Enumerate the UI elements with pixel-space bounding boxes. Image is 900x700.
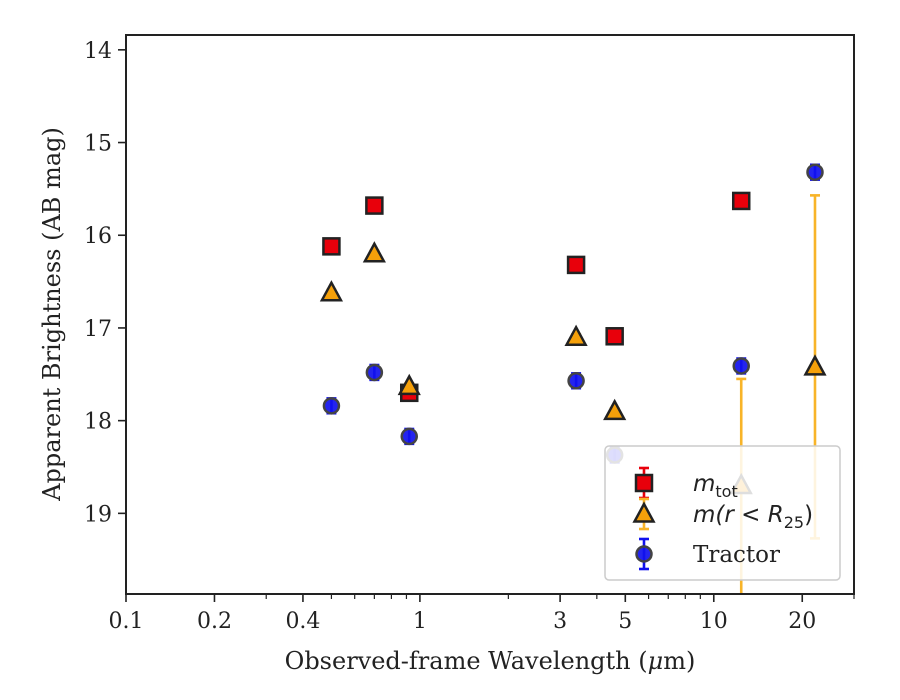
point-tractor-3 xyxy=(567,372,585,390)
legend-label-mtot: mtot xyxy=(693,471,738,501)
x-tick-label-1: 0.2 xyxy=(197,609,232,634)
plot-frame xyxy=(125,34,855,595)
y-axis-label: Apparent Brightness (AB mag) xyxy=(38,127,66,502)
x-tick-label-6: 10 xyxy=(700,609,728,634)
y-tick-label-5: 19 xyxy=(84,502,112,527)
point-tractor-2 xyxy=(400,427,418,446)
x-tick-label-5: 5 xyxy=(618,609,632,634)
y-tick-label-4: 18 xyxy=(84,410,112,435)
x-axis-ticks: 0.1 0.2 0.4 1 3 5 10 20 xyxy=(109,594,855,634)
x-axis-label: Observed-frame Wavelength (μm) xyxy=(285,647,696,675)
point-tractor-1 xyxy=(365,363,384,382)
x-tick-label-2: 0.4 xyxy=(285,609,320,634)
point-mr25-6 xyxy=(803,354,827,376)
point-tractor-0 xyxy=(322,397,341,415)
point-mr25-3 xyxy=(564,324,588,346)
legend-box xyxy=(604,445,841,581)
point-mr25-4 xyxy=(603,398,627,421)
point-mtot-3 xyxy=(566,255,586,275)
x-tick-label-7: 20 xyxy=(788,609,816,634)
y-tick-label-1: 15 xyxy=(84,132,112,157)
point-mtot-4 xyxy=(605,327,624,346)
y-axis-ticks: 14 15 16 17 18 19 xyxy=(84,39,126,527)
legend-marker-tractor xyxy=(635,545,653,563)
y-tick-label-0: 14 xyxy=(84,39,112,64)
legend-marker-mr25 xyxy=(632,501,656,523)
point-mr25-2 xyxy=(397,373,421,396)
point-mtot-0 xyxy=(322,237,341,256)
x-tick-label-4: 3 xyxy=(553,609,567,634)
y-tick-label-2: 16 xyxy=(84,224,112,249)
y-tick-label-3: 17 xyxy=(84,317,112,342)
point-mtot-5 xyxy=(731,191,751,211)
point-tractor-5 xyxy=(732,357,750,375)
legend-label-mr25: m(r < R25) xyxy=(693,502,813,532)
legend-marker-mtot xyxy=(634,473,654,493)
x-tick-label-0: 0.1 xyxy=(109,609,144,634)
point-tractor-6 xyxy=(806,163,824,181)
point-mr25-0 xyxy=(319,280,344,302)
legend-label-tractor: Tractor xyxy=(693,542,780,568)
x-tick-label-3: 1 xyxy=(413,609,427,634)
point-mtot-1 xyxy=(365,196,384,215)
series-mtot xyxy=(322,191,751,403)
point-mr25-1 xyxy=(362,241,386,263)
